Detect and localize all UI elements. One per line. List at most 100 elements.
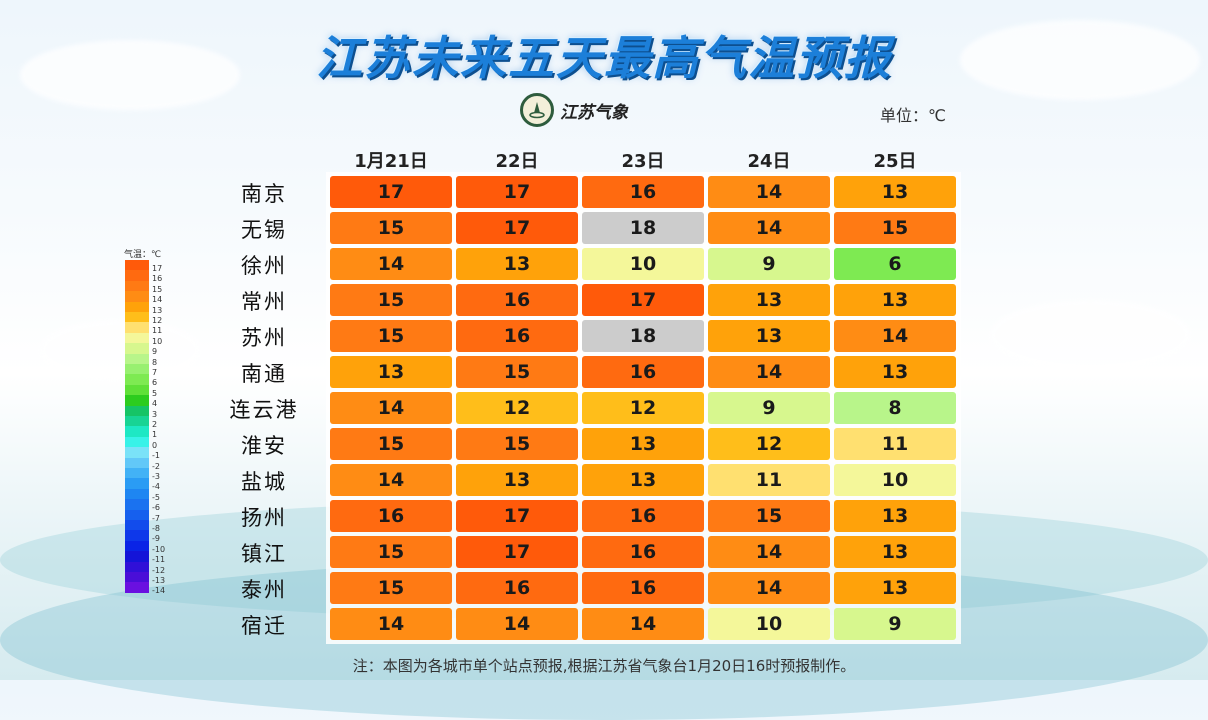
date-header: 1月21日 [354, 151, 428, 172]
legend-swatch [125, 436, 149, 448]
city-label: 镇江 [241, 542, 287, 566]
city-label: 盐城 [241, 470, 287, 494]
city-label: 徐州 [241, 254, 287, 278]
legend-label: -11 [152, 555, 166, 565]
background-cloud [20, 40, 240, 110]
legend-swatch [125, 572, 149, 583]
date-header: 22日 [495, 151, 539, 172]
legend-swatch [125, 478, 149, 490]
legend-swatch [125, 364, 149, 375]
temperature-cell: 12 [708, 428, 830, 460]
temperature-cell: 15 [456, 428, 578, 460]
temperature-cell: 15 [330, 428, 452, 460]
legend-label: 6 [152, 378, 158, 388]
background-cloud [990, 300, 1190, 370]
temperature-cell: 15 [456, 356, 578, 388]
legend-swatch [125, 447, 149, 459]
legend-label: 3 [152, 409, 158, 419]
legend-label: 12 [152, 316, 163, 325]
legend-label: 7 [152, 368, 158, 377]
temperature-cell: 15 [330, 536, 452, 568]
legend-title: 气温：℃ [124, 250, 162, 260]
legend-swatch [125, 270, 149, 282]
temperature-cell: 18 [582, 320, 704, 352]
legend-swatch [125, 332, 149, 344]
temperature-cell: 10 [582, 248, 704, 280]
legend-swatch [125, 551, 149, 563]
temperature-cell: 14 [330, 248, 452, 280]
legend-label: -8 [152, 524, 160, 533]
temperature-cell: 15 [330, 320, 452, 352]
temperature-cell: 17 [456, 212, 578, 244]
temperature-cell: 12 [582, 392, 704, 424]
temperature-cell: 13 [708, 320, 830, 352]
legend-swatch [125, 343, 149, 355]
temperature-cell: 11 [834, 428, 956, 460]
city-label: 宿迁 [241, 614, 287, 638]
legend-swatch [125, 260, 149, 271]
legend-label: 2 [152, 420, 158, 429]
city-label: 淮安 [241, 434, 287, 458]
legend-label: -14 [152, 586, 166, 596]
legend-swatch [125, 520, 149, 531]
legend-swatch [125, 322, 149, 334]
legend-swatch [125, 540, 149, 552]
legend-swatch [125, 280, 149, 292]
temperature-cell: 16 [456, 320, 578, 352]
temperature-cell: 13 [834, 284, 956, 316]
temperature-cell: 14 [708, 536, 830, 568]
legend-label: 11 [152, 326, 163, 336]
page-title: 江苏未来五天最高气温预报 [316, 31, 892, 85]
legend-label: 9 [152, 347, 158, 357]
temperature-cell: 14 [834, 320, 956, 352]
temperature-cell: 10 [834, 464, 956, 496]
temperature-cell: 14 [708, 212, 830, 244]
city-label: 南通 [241, 362, 287, 386]
temperature-cell: 14 [330, 464, 452, 496]
legend-swatch [125, 291, 149, 303]
legend-swatch [125, 561, 149, 573]
legend-label: -7 [152, 513, 160, 523]
legend-label: -10 [152, 544, 166, 554]
legend-swatch [125, 301, 149, 313]
temperature-cell: 6 [834, 248, 956, 280]
temperature-cell: 13 [456, 248, 578, 280]
logo-text: 江苏气象 [560, 102, 628, 123]
temperature-cell: 15 [330, 284, 452, 316]
temperature-cell: 15 [708, 500, 830, 532]
legend-swatch [125, 353, 149, 365]
legend-label: -1 [152, 451, 160, 461]
legend-label: 5 [152, 388, 158, 398]
legend-label: -2 [152, 461, 160, 471]
temperature-cell: 13 [834, 176, 956, 208]
legend-swatch [125, 582, 149, 594]
city-label: 常州 [241, 290, 287, 314]
legend-swatch [125, 488, 149, 500]
footnote: 注：本图为各城市单个站点预报,根据江苏省气象台1月20日16时预报制作。 [352, 657, 856, 675]
temperature-cell: 17 [456, 176, 578, 208]
temperature-cell: 14 [330, 392, 452, 424]
temperature-cell: 16 [582, 500, 704, 532]
temperature-cell: 14 [330, 608, 452, 640]
legend-swatch [125, 426, 149, 438]
city-label: 连云港 [229, 398, 299, 422]
temperature-cell: 13 [582, 464, 704, 496]
temperature-cell: 13 [834, 500, 956, 532]
temperature-cell: 9 [708, 392, 830, 424]
temperature-cell: 13 [582, 428, 704, 460]
temperature-cell: 11 [708, 464, 830, 496]
legend-label: 0 [152, 440, 158, 450]
legend-swatch [125, 509, 149, 521]
legend-swatch [125, 530, 149, 542]
legend-label: -3 [152, 472, 160, 481]
temperature-cell: 17 [330, 176, 452, 208]
legend-swatch [125, 457, 149, 469]
city-label: 泰州 [241, 578, 287, 602]
legend-label: 16 [152, 274, 163, 284]
temperature-cell: 13 [834, 356, 956, 388]
background-cloud [960, 20, 1200, 100]
temperature-cell: 13 [834, 536, 956, 568]
logo: 江苏气象 [520, 93, 628, 127]
temperature-cell: 16 [456, 572, 578, 604]
temperature-cell: 13 [834, 572, 956, 604]
